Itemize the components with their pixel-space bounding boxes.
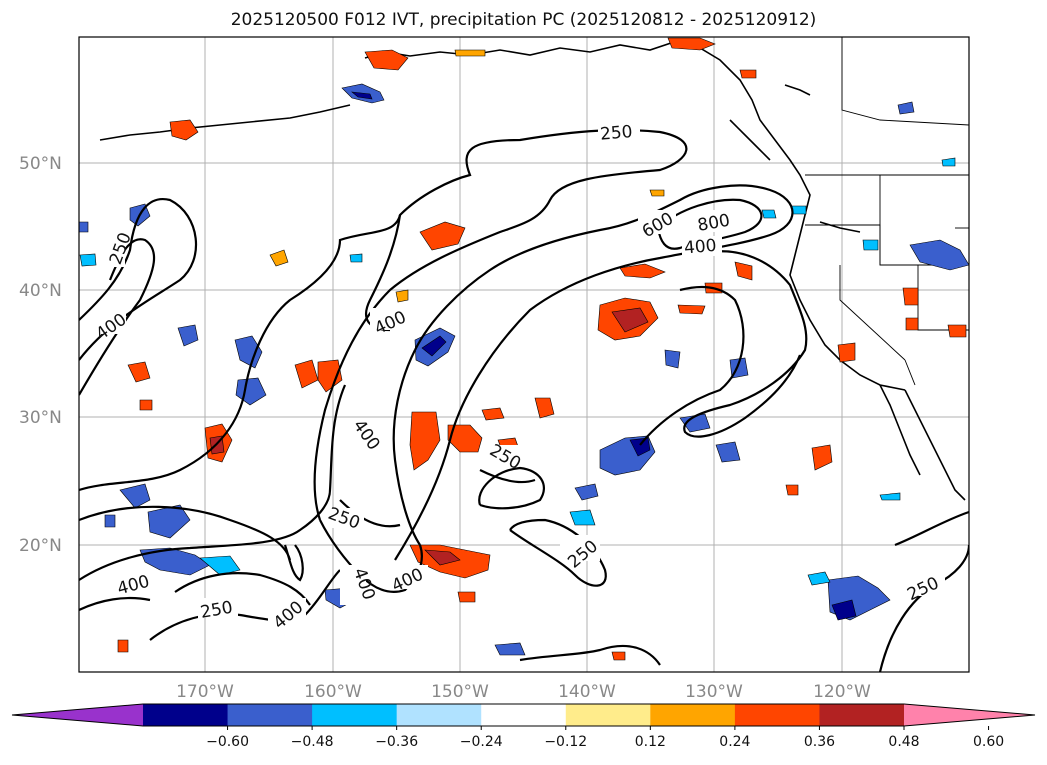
- colorbar-tick-label: −0.60: [206, 734, 249, 750]
- contour-label: 250: [599, 122, 633, 145]
- colorbar-tick-label: 0.24: [719, 734, 750, 750]
- colorbar-segment: [227, 704, 313, 726]
- colorbar: −0.60 −0.48 −0.36 −0.24 −0.12 0.12 0.24 0.36 0.4…: [11, 703, 1036, 750]
- colorbar-tick-label: −0.24: [460, 734, 503, 750]
- lat-label: 50°N: [19, 154, 62, 174]
- colorbar-tick-label: 0.12: [635, 734, 666, 750]
- lon-label: 120°W: [813, 682, 871, 702]
- lon-label: 130°W: [685, 682, 743, 702]
- lat-label: 20°N: [19, 536, 62, 556]
- map-title: 2025120500 F012 IVT, precipitation PC (2…: [230, 10, 817, 30]
- colorbar-segment: [819, 704, 905, 726]
- colorbar-tick-label: −0.48: [291, 734, 334, 750]
- colorbar-tick-label: 0.36: [804, 734, 835, 750]
- gridlines: [79, 37, 969, 672]
- lon-label: 140°W: [558, 682, 616, 702]
- precip-negative: [79, 83, 969, 656]
- colorbar-tick-label: 0.60: [973, 734, 1004, 750]
- colorbar-segment: [650, 704, 736, 726]
- colorbar-segment: [143, 704, 229, 726]
- colorbar-extend-right: [904, 704, 1035, 726]
- lon-label: 160°W: [304, 682, 362, 702]
- lat-label: 40°N: [19, 281, 62, 301]
- colorbar-segment: [396, 704, 482, 726]
- contour-label: 400: [683, 236, 717, 259]
- colorbar-outline: [11, 703, 1036, 727]
- colorbar-segment: [565, 704, 651, 726]
- colorbar-segment: [481, 704, 567, 726]
- colorbar-tick-label: 0.48: [888, 734, 919, 750]
- latitude-labels: 50°N 40°N 30°N 20°N: [19, 154, 62, 556]
- colorbar-segment: [312, 704, 398, 726]
- colorbar-tick-label: −0.36: [375, 734, 418, 750]
- coastlines: [99, 39, 966, 501]
- colorbar-tick-label: −0.12: [544, 734, 587, 750]
- colorbar-segment: [734, 704, 820, 726]
- lon-label: 170°W: [176, 682, 234, 702]
- lat-label: 30°N: [19, 408, 62, 428]
- state-borders: [805, 37, 969, 386]
- plot-frame: [78, 36, 970, 673]
- longitude-labels: 170°W 160°W 150°W 140°W 130°W 120°W: [176, 682, 871, 702]
- lon-label: 150°W: [431, 682, 489, 702]
- colorbar-extend-left: [12, 704, 143, 726]
- precip-positive: [117, 37, 967, 661]
